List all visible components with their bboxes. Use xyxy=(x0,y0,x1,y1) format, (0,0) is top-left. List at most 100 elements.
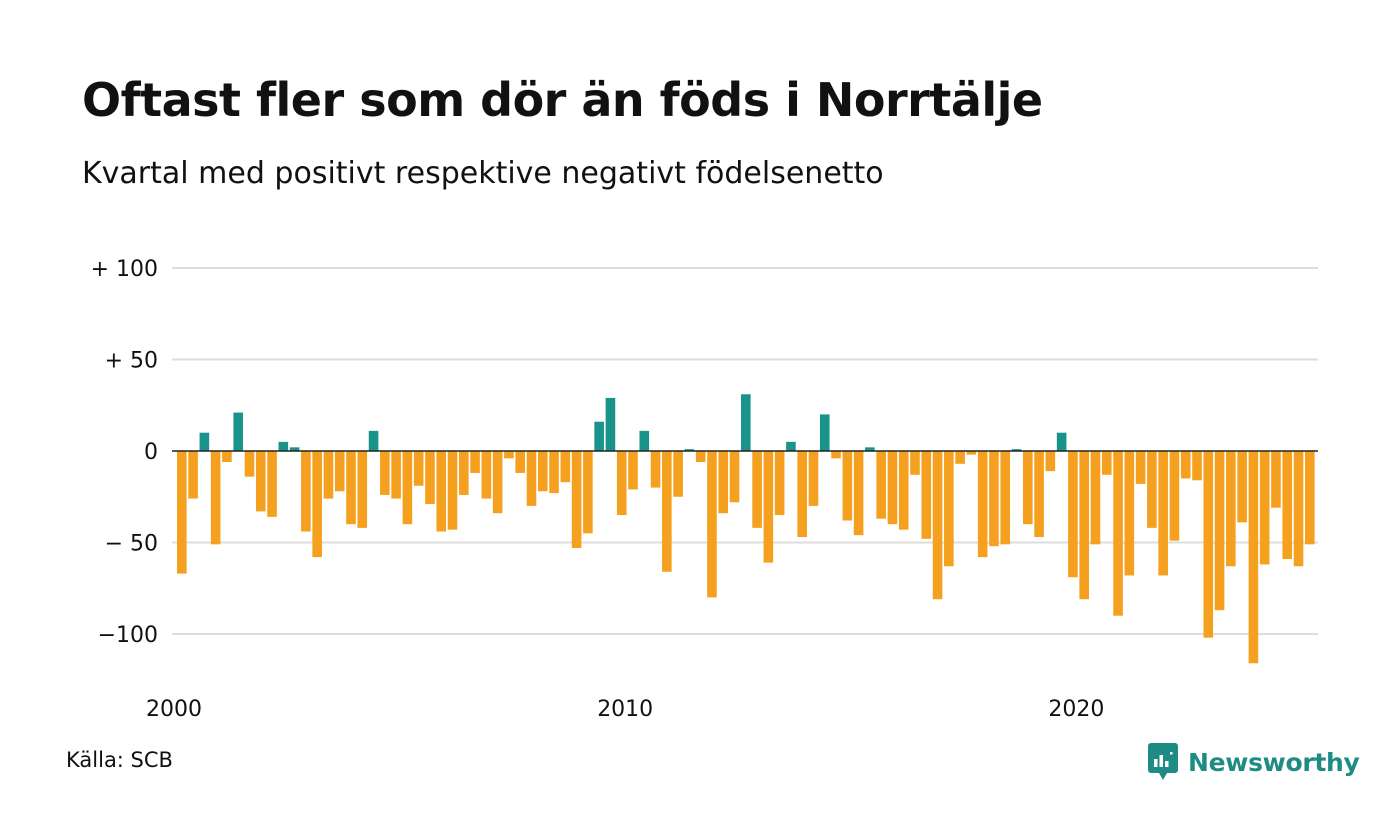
bar-2000-k2 xyxy=(188,451,198,499)
bar-2002-k2 xyxy=(278,441,289,451)
bar-2020-k4 xyxy=(1113,451,1123,616)
bar-2003-k1 xyxy=(312,451,322,558)
bar-2010-k1 xyxy=(628,451,638,490)
bar-2005-k1 xyxy=(402,451,413,525)
bar-2017-k3 xyxy=(966,451,977,455)
y-axis-ticks: + 100 + 50 0 − 50 −100 xyxy=(91,257,158,648)
bar-2018-k3 xyxy=(1011,449,1022,451)
bar-2003-k4 xyxy=(346,451,356,525)
bar-2024-k3 xyxy=(1282,451,1293,559)
bar-2015-k3 xyxy=(876,451,886,519)
bar-2019-k1 xyxy=(1034,451,1044,538)
bar-2009-k1 xyxy=(583,451,593,534)
bar-2018-k4 xyxy=(1023,451,1033,525)
bar-2013-k1 xyxy=(763,451,774,563)
bar-2004-k3 xyxy=(380,451,390,495)
bar-2023-k1 xyxy=(1214,451,1225,611)
bar-2011-k2 xyxy=(684,449,695,451)
bar-2012-k2 xyxy=(729,451,740,503)
bar-2016-k3 xyxy=(921,451,932,539)
bar-2005-k3 xyxy=(425,451,435,505)
bar-2023-k3 xyxy=(1237,451,1247,523)
bars xyxy=(177,394,1315,664)
bar-2007-k4 xyxy=(526,451,537,506)
newsworthy-logo-icon xyxy=(1148,743,1178,780)
bar-2007-k3 xyxy=(515,451,525,473)
bar-2020-k3 xyxy=(1101,451,1112,475)
bar-2023-k4 xyxy=(1248,451,1259,664)
bar-2014-k3 xyxy=(831,451,841,459)
bar-2009-k2 xyxy=(594,421,604,451)
bar-2002-k3 xyxy=(289,447,300,451)
bar-2022-k2 xyxy=(1180,451,1191,479)
bar-2018-k1 xyxy=(989,451,999,547)
bar-2002-k1 xyxy=(267,451,277,517)
bar-2014-k2 xyxy=(819,414,830,451)
bar-2002-k4 xyxy=(301,451,311,532)
bar-2000-k1 xyxy=(177,451,187,574)
bar-2010-k2 xyxy=(639,430,650,451)
bar-2017-k2 xyxy=(955,451,965,464)
bar-2021-k1 xyxy=(1124,451,1135,576)
bar-2021-k4 xyxy=(1158,451,1168,576)
bar-2010-k4 xyxy=(662,451,672,572)
bar-2025-k1 xyxy=(1305,451,1315,545)
bar-2005-k2 xyxy=(413,451,424,486)
bar-2022-k4 xyxy=(1203,451,1214,638)
bar-2006-k1 xyxy=(447,451,458,530)
bar-2017-k4 xyxy=(977,451,988,558)
bar-2001-k2 xyxy=(233,412,243,451)
bar-2009-k3 xyxy=(605,397,616,451)
chart-title: Oftast fler som dör än föds i Norrtälje xyxy=(82,73,1043,127)
bar-2006-k3 xyxy=(470,451,480,473)
x-axis-ticks: 2000 2010 2020 xyxy=(146,697,1104,722)
bar-2013-k3 xyxy=(786,441,796,451)
bar-2020-k2 xyxy=(1090,451,1101,545)
source-note: Källa: SCB xyxy=(66,748,173,772)
bar-2016-k4 xyxy=(932,451,943,600)
bar-2008-k2 xyxy=(549,451,559,494)
bar-2024-k1 xyxy=(1259,451,1270,565)
bar-2015-k2 xyxy=(865,447,875,451)
bar-2018-k2 xyxy=(1000,451,1011,545)
bar-2014-k4 xyxy=(842,451,853,521)
bar-2017-k1 xyxy=(944,451,954,567)
bar-2021-k3 xyxy=(1147,451,1157,528)
y-tick-label: + 100 xyxy=(91,257,158,282)
chart-subtitle: Kvartal med positivt respektive negativt… xyxy=(82,156,884,191)
bar-2024-k2 xyxy=(1271,451,1281,508)
bar-2000-k3 xyxy=(199,432,210,451)
bar-2012-k1 xyxy=(718,451,729,514)
bar-2000-k4 xyxy=(210,451,221,545)
bar-2013-k2 xyxy=(774,451,785,516)
bar-2021-k2 xyxy=(1135,451,1146,484)
bar-2023-k2 xyxy=(1226,451,1236,567)
bar-2001-k1 xyxy=(222,451,232,462)
bar-2024-k4 xyxy=(1293,451,1304,567)
bar-2019-k4 xyxy=(1068,451,1078,578)
bar-2012-k3 xyxy=(741,394,751,451)
bar-2020-k1 xyxy=(1079,451,1089,600)
x-tick-label: 2020 xyxy=(1048,697,1104,722)
bar-2016-k2 xyxy=(910,451,920,475)
bar-2007-k2 xyxy=(504,451,514,459)
y-tick-label: − 50 xyxy=(105,532,158,557)
bar-2019-k2 xyxy=(1045,451,1056,472)
bar-2007-k1 xyxy=(492,451,503,514)
bar-2011-k4 xyxy=(707,451,717,598)
x-tick-label: 2000 xyxy=(146,697,202,722)
bar-2004-k2 xyxy=(368,430,379,451)
y-tick-label: 0 xyxy=(144,440,158,465)
bar-2005-k4 xyxy=(436,451,447,532)
bar-2006-k4 xyxy=(481,451,492,499)
y-tick-label: + 50 xyxy=(105,349,158,374)
bar-2011-k3 xyxy=(695,451,706,462)
bar-2022-k1 xyxy=(1169,451,1180,541)
bar-2016-k1 xyxy=(898,451,909,530)
bar-2009-k4 xyxy=(616,451,627,516)
brand-logo[interactable]: Newsworthy xyxy=(1148,742,1360,782)
bar-2004-k4 xyxy=(391,451,401,499)
bar-2013-k4 xyxy=(797,451,807,538)
x-tick-label: 2010 xyxy=(597,697,653,722)
